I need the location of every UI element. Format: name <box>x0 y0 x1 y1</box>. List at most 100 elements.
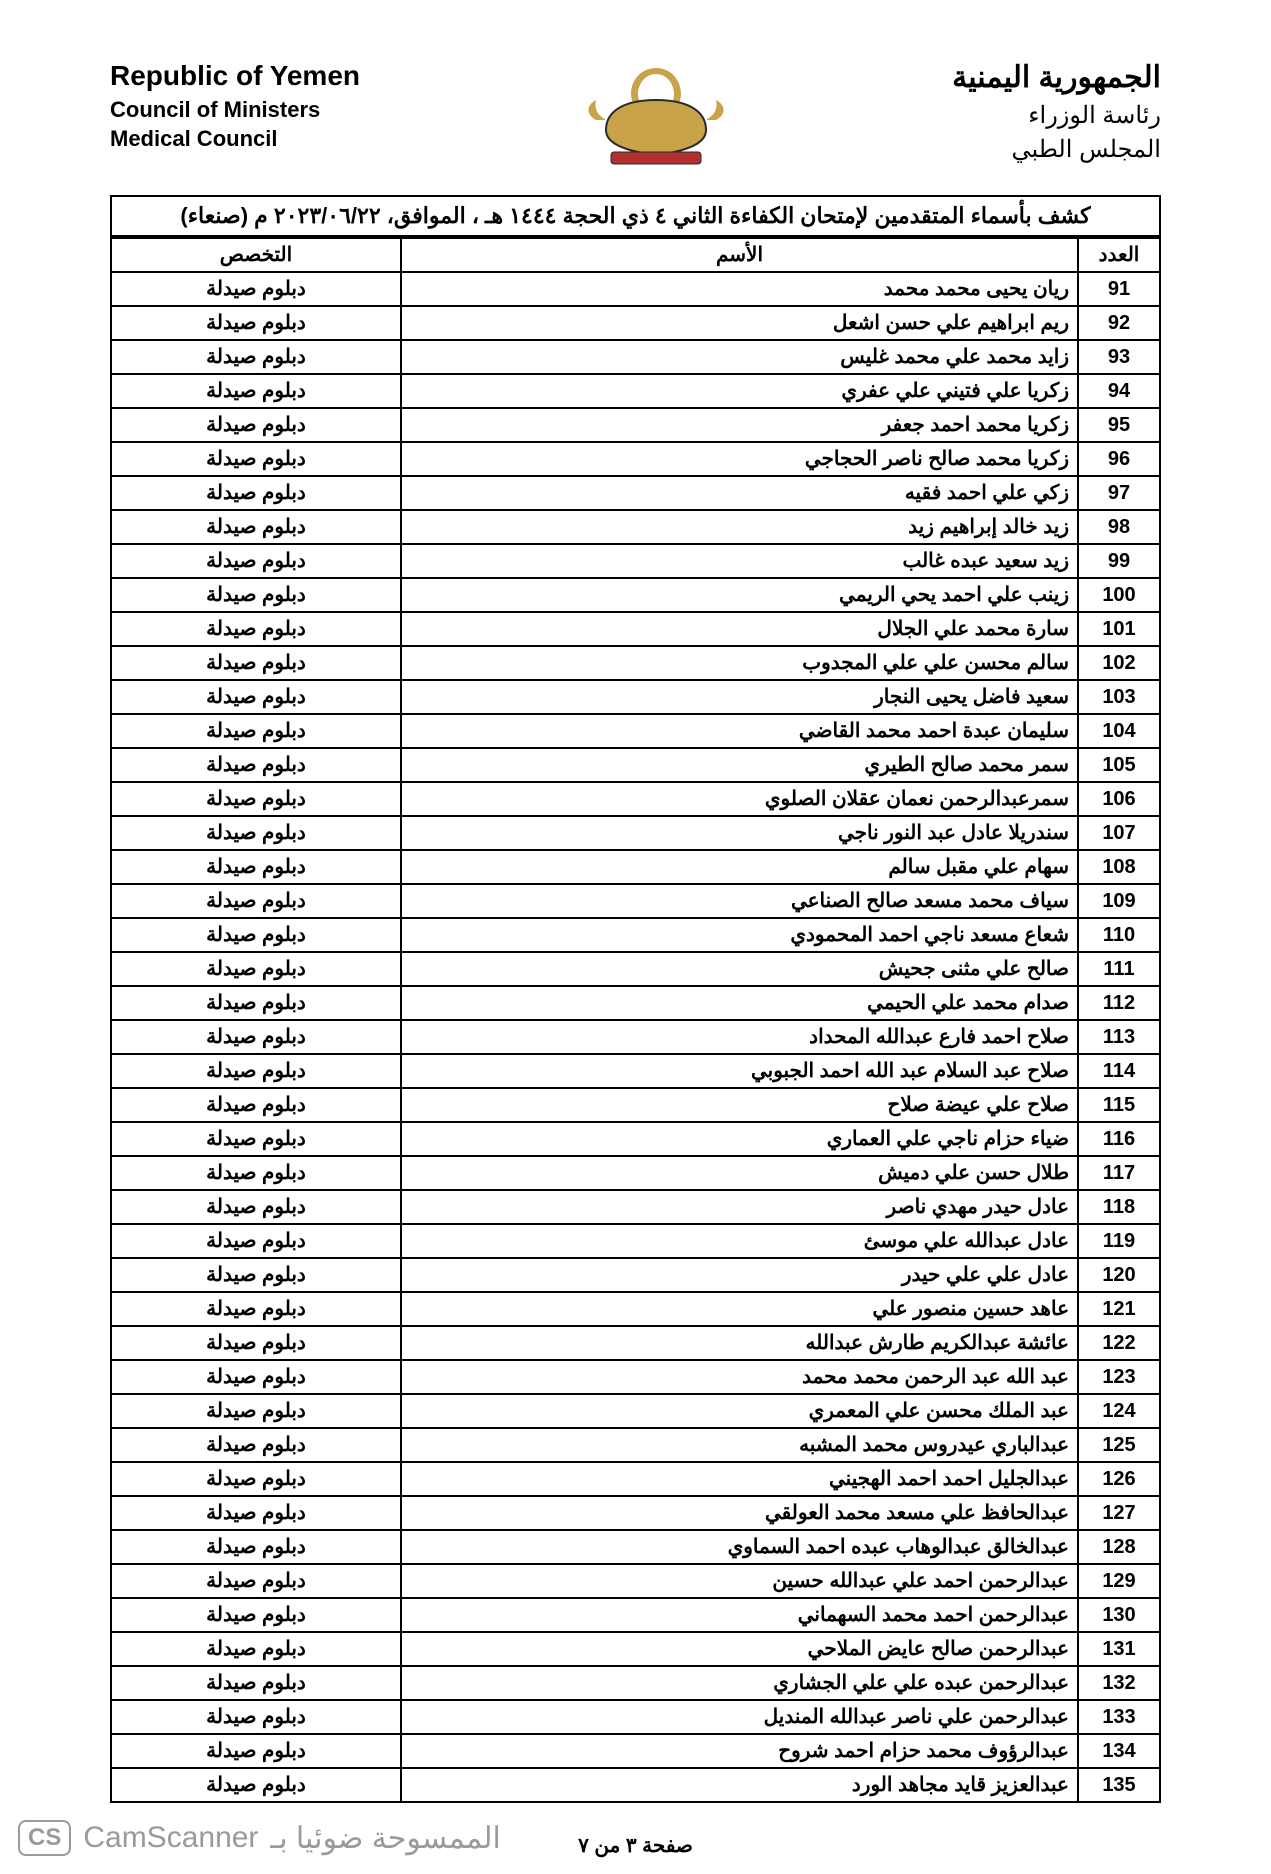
table-row: 103سعيد فاضل يحيى النجاردبلوم صيدلة <box>111 680 1160 714</box>
national-emblem-icon <box>576 60 736 170</box>
cell-num: 133 <box>1078 1700 1160 1734</box>
cell-spec: دبلوم صيدلة <box>111 918 401 952</box>
cell-num: 119 <box>1078 1224 1160 1258</box>
cell-name: عبد الملك محسن علي المعمري <box>401 1394 1078 1428</box>
col-header-num: العدد <box>1078 238 1160 272</box>
cell-num: 106 <box>1078 782 1160 816</box>
cell-spec: دبلوم صيدلة <box>111 748 401 782</box>
table-row: 109سياف محمد مسعد صالح الصناعيدبلوم صيدل… <box>111 884 1160 918</box>
cell-spec: دبلوم صيدلة <box>111 1734 401 1768</box>
cell-name: عبدالخالق عبدالوهاب عبده احمد السماوي <box>401 1530 1078 1564</box>
en-council: Medical Council <box>110 125 360 154</box>
cell-num: 126 <box>1078 1462 1160 1496</box>
table-row: 133عبدالرحمن علي ناصر عبدالله المنديلدبل… <box>111 1700 1160 1734</box>
table-row: 115صلاح علي عيضة صلاحدبلوم صيدلة <box>111 1088 1160 1122</box>
cell-num: 124 <box>1078 1394 1160 1428</box>
cell-spec: دبلوم صيدلة <box>111 646 401 680</box>
cell-num: 107 <box>1078 816 1160 850</box>
cell-name: عبدالجليل احمد احمد الهجيني <box>401 1462 1078 1496</box>
col-header-name: الأسم <box>401 238 1078 272</box>
cell-name: عبدالرؤوف محمد حزام احمد شروح <box>401 1734 1078 1768</box>
cell-name: ريان يحيى محمد محمد <box>401 272 1078 306</box>
table-row: 128عبدالخالق عبدالوهاب عبده احمد السماوي… <box>111 1530 1160 1564</box>
cell-spec: دبلوم صيدلة <box>111 1462 401 1496</box>
cell-name: عبدالعزيز قايد مجاهد الورد <box>401 1768 1078 1802</box>
cell-name: صلاح احمد فارع عبدالله المحداد <box>401 1020 1078 1054</box>
cell-num: 129 <box>1078 1564 1160 1598</box>
cell-name: طلال حسن علي دميش <box>401 1156 1078 1190</box>
cell-spec: دبلوم صيدلة <box>111 612 401 646</box>
camscanner-watermark: الممسوحة ضوئيا بـ CamScanner CS <box>18 1820 501 1856</box>
cell-num: 125 <box>1078 1428 1160 1462</box>
table-row: 117طلال حسن علي دميشدبلوم صيدلة <box>111 1156 1160 1190</box>
cell-spec: دبلوم صيدلة <box>111 782 401 816</box>
cell-name: عبدالرحمن احمد علي عبدالله حسين <box>401 1564 1078 1598</box>
cell-spec: دبلوم صيدلة <box>111 680 401 714</box>
cell-spec: دبلوم صيدلة <box>111 408 401 442</box>
table-row: 110شعاع مسعد ناجي احمد المحموديدبلوم صيد… <box>111 918 1160 952</box>
cell-num: 91 <box>1078 272 1160 306</box>
cell-num: 128 <box>1078 1530 1160 1564</box>
cell-spec: دبلوم صيدلة <box>111 1666 401 1700</box>
cell-name: زكريا علي فتيني علي عفري <box>401 374 1078 408</box>
table-row: 106سمرعبدالرحمن نعمان عقلان الصلويدبلوم … <box>111 782 1160 816</box>
table-row: 120عادل علي علي حيدردبلوم صيدلة <box>111 1258 1160 1292</box>
cell-spec: دبلوم صيدلة <box>111 1326 401 1360</box>
cell-num: 96 <box>1078 442 1160 476</box>
cell-num: 92 <box>1078 306 1160 340</box>
cell-num: 98 <box>1078 510 1160 544</box>
ar-council: المجلس الطبي <box>952 133 1161 167</box>
table-row: 129عبدالرحمن احمد علي عبدالله حسيندبلوم … <box>111 1564 1160 1598</box>
table-row: 101سارة محمد علي الجلالدبلوم صيدلة <box>111 612 1160 646</box>
table-row: 126عبدالجليل احمد احمد الهجينيدبلوم صيدل… <box>111 1462 1160 1496</box>
cell-name: عادل علي علي حيدر <box>401 1258 1078 1292</box>
cell-num: 130 <box>1078 1598 1160 1632</box>
cell-name: صدام محمد علي الحيمي <box>401 986 1078 1020</box>
cell-num: 103 <box>1078 680 1160 714</box>
cell-num: 123 <box>1078 1360 1160 1394</box>
table-row: 130عبدالرحمن احمد محمد السهمانيدبلوم صيد… <box>111 1598 1160 1632</box>
cell-name: زكريا محمد صالح ناصر الحجاجي <box>401 442 1078 476</box>
table-row: 107سندريلا عادل عبد النور ناجيدبلوم صيدل… <box>111 816 1160 850</box>
cell-name: سهام علي مقبل سالم <box>401 850 1078 884</box>
table-row: 95زكريا محمد احمد جعفردبلوم صيدلة <box>111 408 1160 442</box>
cell-spec: دبلوم صيدلة <box>111 1088 401 1122</box>
cell-spec: دبلوم صيدلة <box>111 816 401 850</box>
cell-name: صالح علي مثنى جحيش <box>401 952 1078 986</box>
cell-name: عاهد حسين منصور علي <box>401 1292 1078 1326</box>
header-left-en: Republic of Yemen Council of Ministers M… <box>110 60 360 153</box>
header-right-ar: الجمهورية اليمنية رئاسة الوزراء المجلس ا… <box>952 60 1161 166</box>
cell-spec: دبلوم صيدلة <box>111 1122 401 1156</box>
cell-name: عبدالحافظ علي مسعد محمد العولقي <box>401 1496 1078 1530</box>
cell-spec: دبلوم صيدلة <box>111 1190 401 1224</box>
table-row: 96زكريا محمد صالح ناصر الحجاجيدبلوم صيدل… <box>111 442 1160 476</box>
cell-name: سارة محمد علي الجلال <box>401 612 1078 646</box>
header-emblem-wrap <box>576 60 736 175</box>
cell-name: عبدالرحمن علي ناصر عبدالله المنديل <box>401 1700 1078 1734</box>
cell-name: ريم ابراهيم علي حسن اشعل <box>401 306 1078 340</box>
table-row: 100زينب علي احمد يحي الريميدبلوم صيدلة <box>111 578 1160 612</box>
cell-spec: دبلوم صيدلة <box>111 986 401 1020</box>
cell-spec: دبلوم صيدلة <box>111 714 401 748</box>
cell-name: زايد محمد علي محمد غليس <box>401 340 1078 374</box>
table-row: 116ضياء حزام ناجي علي العماريدبلوم صيدلة <box>111 1122 1160 1156</box>
cell-name: زيد سعيد عبده غالب <box>401 544 1078 578</box>
cell-spec: دبلوم صيدلة <box>111 340 401 374</box>
cell-spec: دبلوم صيدلة <box>111 1224 401 1258</box>
cell-num: 120 <box>1078 1258 1160 1292</box>
cell-spec: دبلوم صيدلة <box>111 544 401 578</box>
cell-name: عادل عبدالله علي موسئ <box>401 1224 1078 1258</box>
cell-spec: دبلوم صيدلة <box>111 442 401 476</box>
cell-num: 121 <box>1078 1292 1160 1326</box>
table-row: 102سالم محسن علي علي المجدوبدبلوم صيدلة <box>111 646 1160 680</box>
cell-name: زيد خالد إبراهيم زيد <box>401 510 1078 544</box>
table-row: 94زكريا علي فتيني علي عفريدبلوم صيدلة <box>111 374 1160 408</box>
cell-spec: دبلوم صيدلة <box>111 374 401 408</box>
cell-name: سعيد فاضل يحيى النجار <box>401 680 1078 714</box>
cell-num: 127 <box>1078 1496 1160 1530</box>
cell-num: 101 <box>1078 612 1160 646</box>
table-row: 118عادل حيدر مهدي ناصردبلوم صيدلة <box>111 1190 1160 1224</box>
cell-num: 94 <box>1078 374 1160 408</box>
cell-num: 118 <box>1078 1190 1160 1224</box>
cell-spec: دبلوم صيدلة <box>111 850 401 884</box>
